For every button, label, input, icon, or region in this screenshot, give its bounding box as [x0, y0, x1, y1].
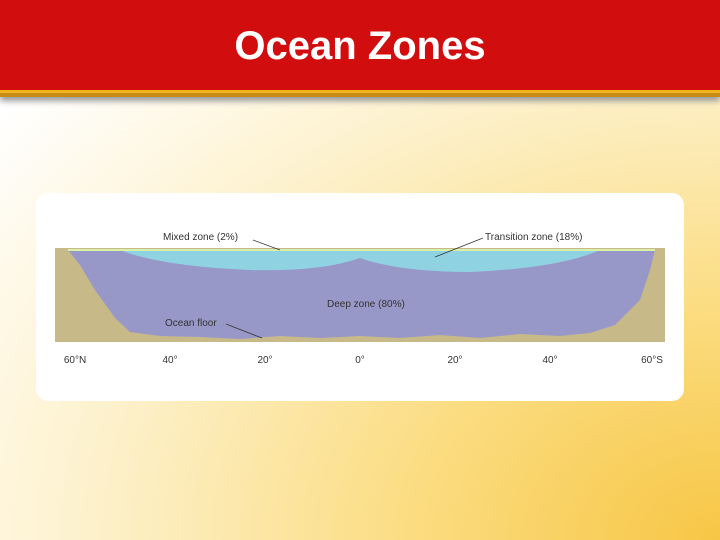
- header-bar: Ocean Zones: [0, 0, 720, 93]
- slide-title: Ocean Zones: [234, 24, 486, 68]
- latitude-axis: 60°N 40° 20° 0° 20° 40° 60°S: [64, 355, 663, 366]
- latitude-label: 40°: [162, 355, 177, 366]
- latitude-label: 60°S: [641, 355, 663, 366]
- latitude-label: 40°: [542, 355, 557, 366]
- zone-label: Ocean floor: [165, 318, 217, 329]
- arrow: [225, 323, 263, 339]
- zone-label: Transition zone (18%): [485, 232, 582, 243]
- zone-label: Mixed zone (2%): [163, 232, 238, 243]
- latitude-label: 60°N: [64, 355, 86, 366]
- deep-zone: [68, 250, 655, 339]
- latitude-label: 0°: [355, 355, 365, 366]
- zone-label: Deep zone (80%): [327, 299, 405, 310]
- latitude-label: 20°: [257, 355, 272, 366]
- transition-zone: [120, 250, 600, 272]
- mixed-zone: [68, 249, 655, 251]
- latitude-label: 20°: [447, 355, 462, 366]
- arrow: [434, 237, 484, 258]
- arrow: [252, 239, 281, 251]
